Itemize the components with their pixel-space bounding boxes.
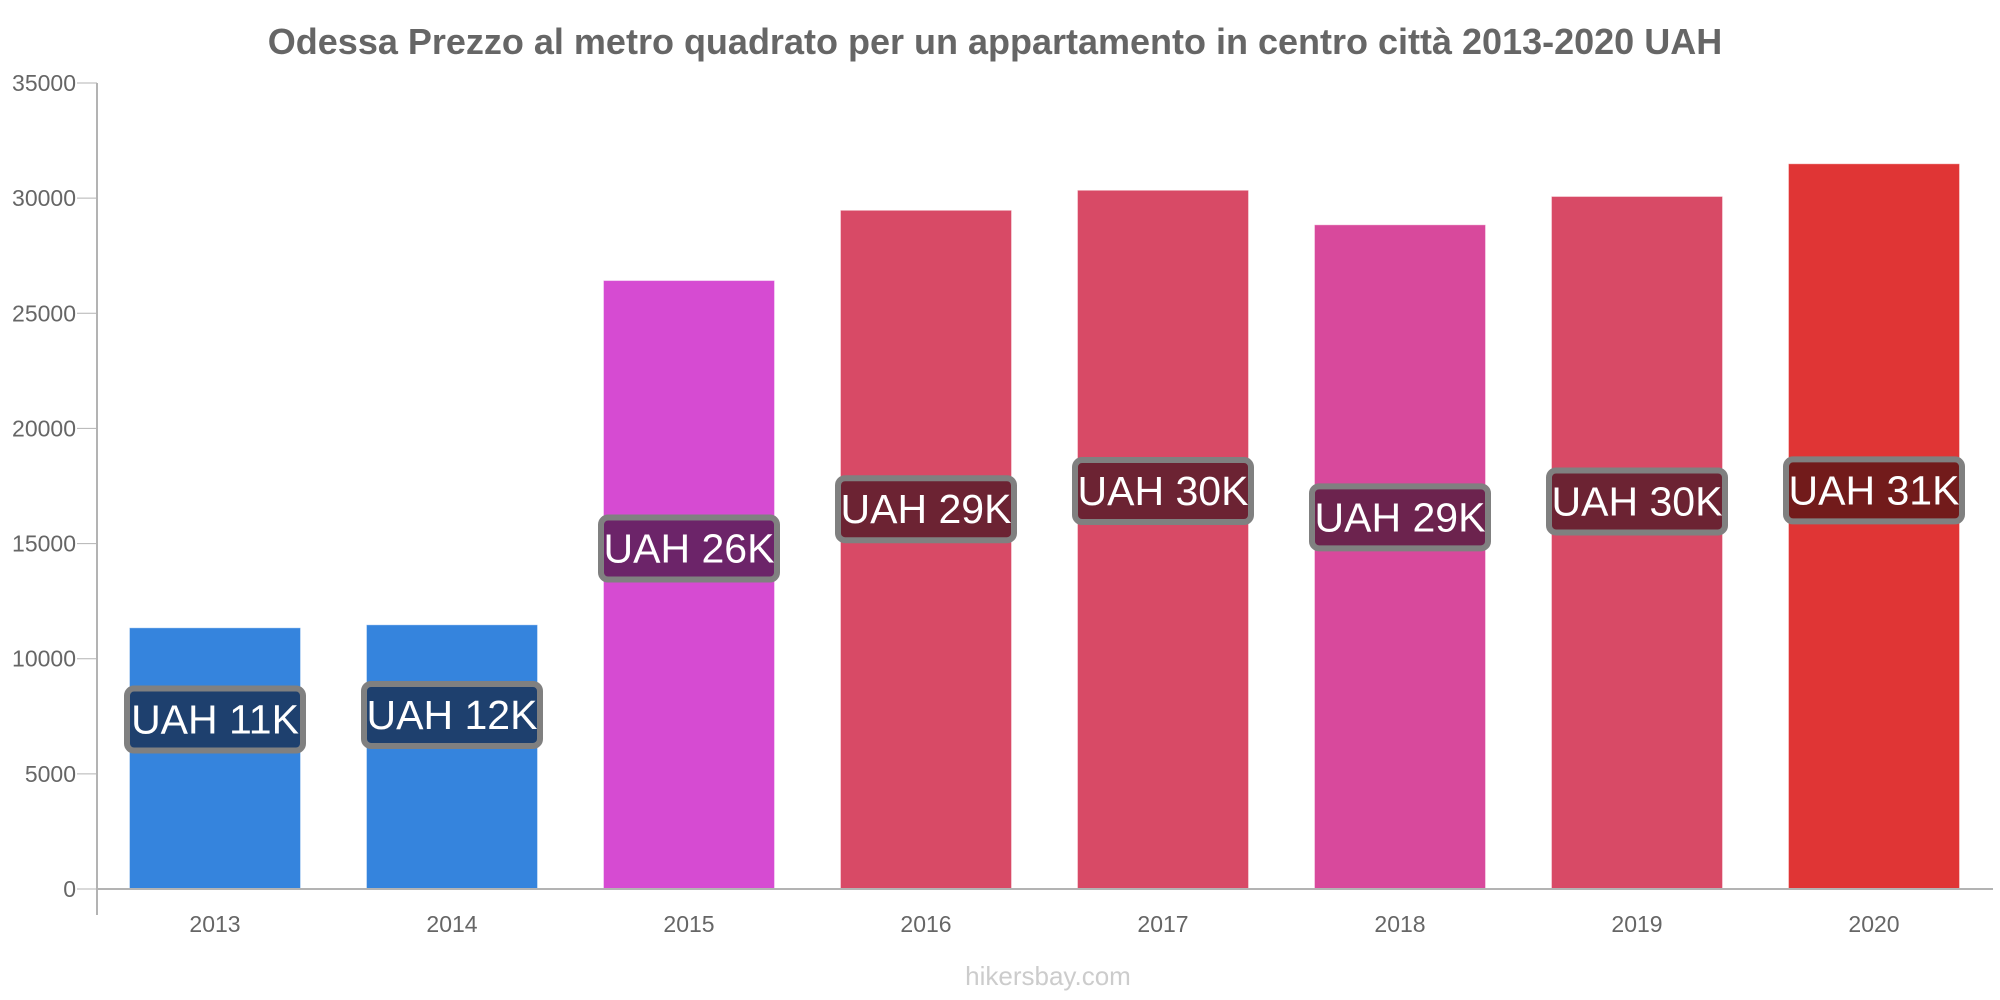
y-tick-label: 15000 — [12, 531, 76, 557]
data-label-box — [1309, 483, 1491, 552]
y-tick-label: 20000 — [12, 415, 76, 441]
data-label-box — [1546, 467, 1728, 536]
data-label-box — [361, 680, 543, 749]
watermark: hikersbay.com — [965, 961, 1131, 991]
y-tick-label: 5000 — [25, 761, 76, 787]
x-tick-label: 2019 — [1611, 911, 1662, 937]
x-tick-label: 2014 — [426, 911, 477, 937]
x-tick-label: 2015 — [663, 911, 714, 937]
data-label: UAH 26K — [604, 526, 775, 572]
y-tick-label: 35000 — [12, 70, 76, 96]
data-label: UAH 31K — [1789, 467, 1960, 513]
data-label: UAH 30K — [1078, 468, 1249, 514]
chart-title: Odessa Prezzo al metro quadrato per un a… — [268, 21, 1722, 62]
x-tick-label: 2020 — [1848, 911, 1899, 937]
bar-2013 — [129, 627, 301, 890]
x-axis: 2013 2014 2015 2016 2017 2018 2019 2020 — [97, 888, 1993, 937]
data-label: UAH 11K — [131, 697, 299, 743]
x-tick-label: 2018 — [1374, 911, 1425, 937]
bar-2018 — [1314, 224, 1486, 890]
x-tick-label: 2013 — [189, 911, 240, 937]
y-axis: 0 5000 10000 15000 20000 25000 30000 35000 — [12, 70, 98, 915]
data-label: UAH 29K — [1315, 494, 1486, 540]
data-label: UAH 29K — [841, 486, 1012, 532]
x-tick-label: 2017 — [1137, 911, 1188, 937]
bar-2016 — [840, 210, 1012, 890]
y-tick-label: 25000 — [12, 300, 76, 326]
bar-2017 — [1077, 190, 1249, 890]
bar-2020 — [1788, 163, 1960, 890]
data-label-box — [1783, 456, 1965, 525]
data-label: UAH 12K — [367, 692, 538, 738]
data-label: UAH 30K — [1552, 478, 1723, 524]
data-label-box — [598, 514, 780, 583]
bar-2015 — [603, 280, 775, 890]
data-label-box — [1072, 457, 1254, 526]
bar-2014 — [366, 624, 538, 890]
bar-2019 — [1551, 196, 1723, 890]
y-tick-label: 0 — [63, 876, 76, 902]
data-label-box — [124, 685, 306, 754]
bars — [129, 163, 1960, 890]
data-label-box — [835, 475, 1017, 544]
y-tick-label: 30000 — [12, 185, 76, 211]
y-tick-label: 10000 — [12, 646, 76, 672]
x-tick-label: 2016 — [900, 911, 951, 937]
data-labels: UAH 11K UAH 12K UAH 26K UAH 29K UAH 30K UAH 2… — [124, 456, 1965, 754]
